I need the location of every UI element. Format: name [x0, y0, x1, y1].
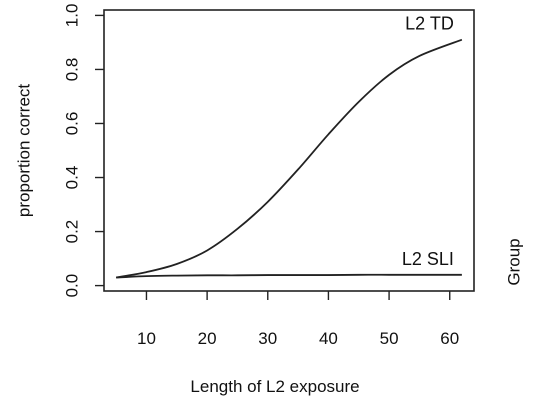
series-line-l2-sli: [116, 273, 462, 279]
y-tick-label: 0.4: [63, 166, 82, 190]
x-axis-label: Length of L2 exposure: [190, 377, 359, 396]
x-tick-label: 10: [137, 329, 156, 348]
series-label-l2-sli: L2 SLI: [402, 249, 454, 269]
y-tick-label: 1.0: [63, 4, 82, 28]
y-axis-label: proportion correct: [15, 84, 34, 218]
y-tick-label: 0.2: [63, 220, 82, 244]
x-tick-label: 60: [440, 329, 459, 348]
y-tick-label: 0.0: [63, 274, 82, 298]
series-label-l2-td: L2 TD: [405, 14, 454, 34]
y-tick-label: 0.6: [63, 112, 82, 136]
y-tick-label: 0.8: [63, 58, 82, 82]
group-label: Group: [505, 238, 524, 285]
x-tick-label: 40: [319, 329, 338, 348]
series-line-l2-td: [115, 38, 463, 279]
x-tick-label: 30: [258, 329, 277, 348]
plot-frame: [103, 9, 475, 292]
x-tick-label: 20: [198, 329, 217, 348]
x-tick-label: 50: [380, 329, 399, 348]
